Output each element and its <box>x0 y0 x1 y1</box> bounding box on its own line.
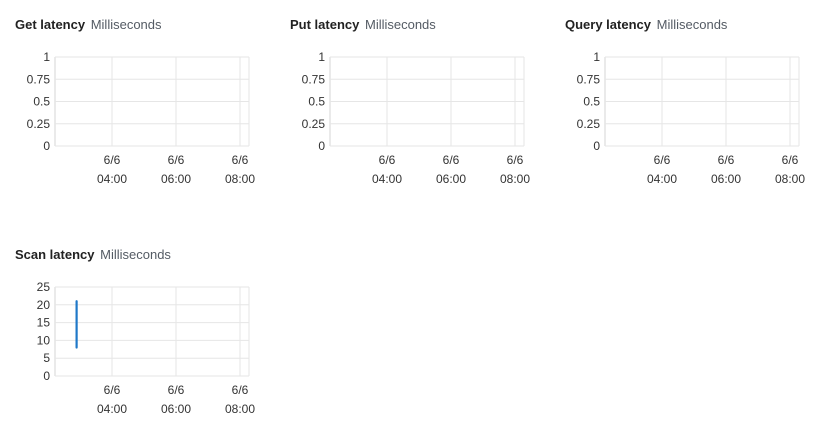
y-tick-label: 1 <box>318 50 325 64</box>
y-tick-label: 0.5 <box>583 95 600 109</box>
y-tick-label: 5 <box>43 351 50 365</box>
chart-title-text: Query latency <box>565 17 651 32</box>
x-tick-label-time: 06:00 <box>711 172 741 186</box>
x-tick-label-time: 08:00 <box>500 172 530 186</box>
x-tick-label-time: 06:00 <box>161 402 191 416</box>
y-tick-label: 15 <box>37 316 51 330</box>
x-tick-label-date: 6/6 <box>104 153 121 167</box>
chart-title: Put latency Milliseconds <box>290 17 436 33</box>
x-tick-label-date: 6/6 <box>507 153 524 167</box>
y-tick-label: 0.5 <box>308 95 325 109</box>
chart-plot: 1 0.75 0.5 0.25 0 6/6 04:00 6/6 06:00 6/6 08:00 <box>302 50 531 186</box>
x-tick-label-time: 04:00 <box>97 402 127 416</box>
chart-unit-text: Milliseconds <box>656 17 728 32</box>
chart-title: Scan latency Milliseconds <box>15 247 171 263</box>
y-tick-label: 1 <box>593 50 600 64</box>
y-tick-label: 0 <box>593 139 600 153</box>
x-tick-label-time: 04:00 <box>647 172 677 186</box>
chart-title-text: Get latency <box>15 17 86 32</box>
x-tick-label-time: 04:00 <box>372 172 402 186</box>
x-tick-label-date: 6/6 <box>168 383 185 397</box>
chart-title: Query latency Milliseconds <box>565 17 727 33</box>
y-tick-label: 0 <box>318 139 325 153</box>
chart-title-text: Scan latency <box>15 247 95 262</box>
x-tick-label-date: 6/6 <box>443 153 460 167</box>
y-tick-label: 0.25 <box>27 117 51 131</box>
y-tick-label: 0.5 <box>33 95 50 109</box>
chart-plot: 1 0.75 0.5 0.25 0 6/6 04:00 6/6 06:00 6/6 08:00 <box>27 50 256 186</box>
y-tick-label: 0.25 <box>577 117 601 131</box>
chart-panel-put-latency: Put latency Milliseconds 1 0.75 0.5 0.25 0 6/… <box>290 17 540 202</box>
x-tick-label-date: 6/6 <box>232 153 249 167</box>
x-tick-label-date: 6/6 <box>718 153 735 167</box>
x-tick-label-time: 04:00 <box>97 172 127 186</box>
y-tick-label: 10 <box>37 333 51 347</box>
chart-panel-query-latency: Query latency Milliseconds 1 0.75 0.5 0.25 0… <box>565 17 815 202</box>
y-tick-label: 0.75 <box>27 72 51 86</box>
y-tick-label: 0.75 <box>577 72 601 86</box>
y-tick-label: 20 <box>37 298 51 312</box>
y-tick-label: 0.75 <box>302 72 326 86</box>
x-tick-label-date: 6/6 <box>168 153 185 167</box>
x-tick-label-date: 6/6 <box>104 383 121 397</box>
x-tick-label-time: 06:00 <box>436 172 466 186</box>
x-tick-label-time: 06:00 <box>161 172 191 186</box>
chart-unit-text: Milliseconds <box>90 17 162 32</box>
x-tick-label-date: 6/6 <box>379 153 396 167</box>
chart-plot: 1 0.75 0.5 0.25 0 6/6 04:00 6/6 06:00 6/6 08:00 <box>577 50 806 186</box>
y-tick-label: 0.25 <box>302 117 326 131</box>
x-tick-label-time: 08:00 <box>225 402 255 416</box>
chart-plot: 25 20 15 10 5 0 6/6 04:00 6/6 06:00 6/6 08:00 <box>37 280 256 416</box>
x-tick-label-date: 6/6 <box>782 153 799 167</box>
x-tick-label-date: 6/6 <box>232 383 249 397</box>
chart-title-text: Put latency <box>290 17 360 32</box>
x-tick-label-time: 08:00 <box>775 172 805 186</box>
chart-unit-text: Milliseconds <box>100 247 171 262</box>
chart-unit-text: Milliseconds <box>364 17 436 32</box>
chart-panel-get-latency: Get latency Milliseconds 1 0.75 0.5 0.25 0 6/… <box>15 17 265 202</box>
y-tick-label: 0 <box>43 369 50 383</box>
y-tick-label: 1 <box>43 50 50 64</box>
x-tick-label-date: 6/6 <box>654 153 671 167</box>
x-tick-label-time: 08:00 <box>225 172 255 186</box>
y-tick-label: 25 <box>37 280 51 294</box>
y-tick-label: 0 <box>43 139 50 153</box>
chart-title: Get latency Milliseconds <box>15 17 162 33</box>
chart-panel-scan-latency: Scan latency Milliseconds 25 20 15 10 5 0 6/6 0… <box>15 247 265 432</box>
